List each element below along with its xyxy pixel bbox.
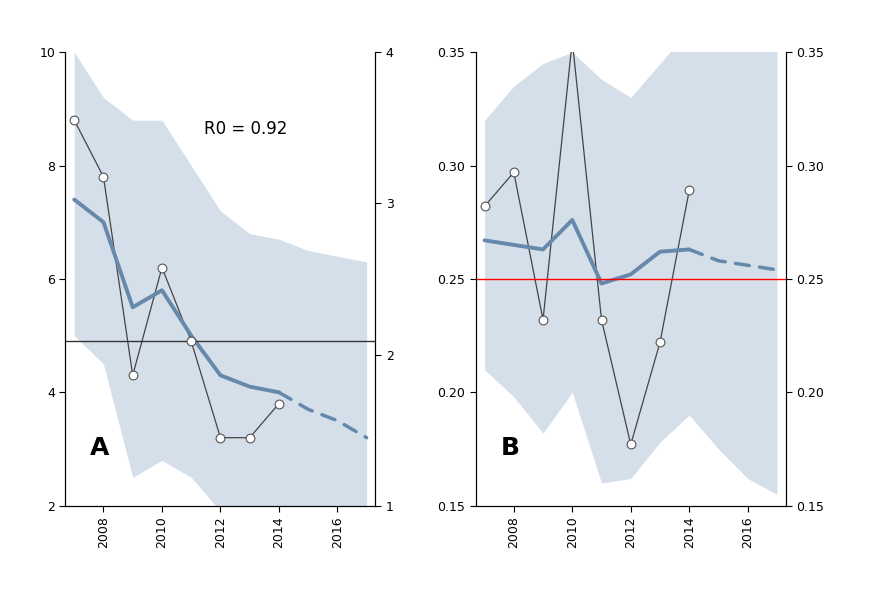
Point — [243, 433, 257, 443]
Point — [155, 262, 169, 272]
Point — [566, 36, 580, 46]
Point — [213, 433, 227, 443]
Point — [595, 315, 608, 325]
Point — [624, 440, 638, 449]
Text: R0 = 0.92: R0 = 0.92 — [203, 120, 287, 138]
Point — [126, 370, 140, 380]
Point — [682, 186, 696, 196]
Point — [536, 315, 550, 325]
Point — [67, 115, 81, 125]
Point — [97, 172, 111, 181]
Text: A: A — [90, 436, 110, 460]
Point — [184, 337, 198, 346]
Point — [653, 338, 667, 348]
Text: B: B — [500, 436, 519, 460]
Point — [272, 399, 285, 409]
Point — [478, 202, 491, 211]
Point — [507, 167, 521, 177]
